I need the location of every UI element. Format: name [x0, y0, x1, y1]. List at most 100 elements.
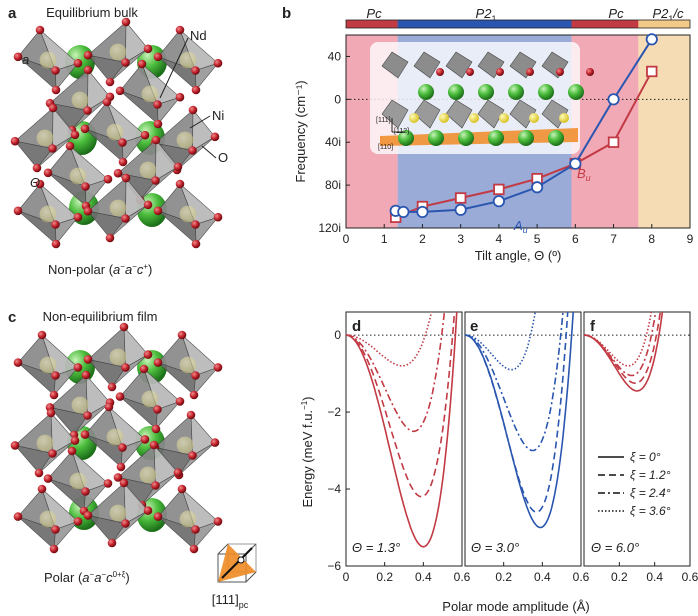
energy-panel-d: 0 0.2 0.4 0.6 0 −2 −4 −6: [327, 311, 471, 584]
oxygen-atom: [175, 92, 185, 102]
oxygen-atom: [210, 132, 220, 142]
octahedron: [10, 103, 80, 173]
x-tick-label: 0.6: [573, 570, 590, 584]
oxygen-atom: [118, 443, 127, 452]
oxygen-atom: [116, 462, 126, 472]
x-tick-label: 0.4: [415, 570, 432, 584]
oxygen-atom: [48, 103, 58, 113]
oxygen-atom: [34, 468, 44, 478]
octahedron: [83, 173, 153, 243]
oxygen-atom: [65, 141, 75, 151]
octahedron: [115, 59, 185, 129]
x-tick-label: 0.6: [682, 570, 698, 584]
bu-series-label: Bu: [577, 166, 591, 183]
oxygen-atom: [153, 512, 163, 521]
oxygen-atom: [188, 105, 198, 115]
oxygen-atom: [191, 371, 200, 380]
y-tick-label: −6: [327, 559, 341, 573]
inset-nd-atom: [428, 130, 444, 146]
legend-text-2: ξ = 2.4°: [630, 486, 671, 500]
octahedron: [153, 484, 223, 554]
oxygen-atom: [177, 330, 187, 340]
oxygen-atom: [140, 435, 150, 444]
y-tick-label: −4: [327, 482, 341, 496]
x-tick-label: 0.6: [454, 570, 471, 584]
y-tick-label-1: 0: [334, 92, 341, 106]
oxygen-atom: [83, 411, 92, 420]
legend-text-3: ξ = 3.6°: [630, 504, 671, 518]
ni-leader-line: [189, 115, 211, 129]
inset-o-atom: [556, 68, 564, 76]
oxygen-atom: [83, 355, 93, 364]
phase-bar-segment-2: [571, 20, 639, 28]
oxygen-atom: [191, 85, 201, 95]
oxygen-atom: [143, 200, 153, 210]
x-tick-label: 0: [343, 570, 350, 584]
point-Bu-2: [454, 192, 467, 204]
phase-bar-segment-0: [346, 20, 398, 28]
nd-label: Nd: [190, 28, 207, 43]
y-tick-label-2: 40i: [325, 135, 341, 149]
oxygen-atom: [51, 525, 60, 534]
panel-a-title: Equilibrium bulk: [46, 5, 138, 20]
oxygen-atom: [175, 25, 185, 35]
x-tick-label-2: 2: [419, 232, 426, 246]
phase-label-p21: P21: [476, 6, 497, 24]
panel-frame: [345, 311, 463, 567]
octahedron: [43, 446, 113, 516]
curve-d-2: [346, 312, 446, 433]
octahedron: [115, 364, 185, 434]
oxygen-atom: [67, 446, 77, 456]
panel-a-caption: Non-polar (a−a−c+): [48, 262, 152, 277]
oxygen-atom: [189, 390, 199, 400]
oxygen-atom: [49, 544, 59, 554]
oxygen-atom: [103, 174, 113, 184]
oxygen-atom: [70, 130, 80, 140]
panel-f-letter: f: [590, 318, 596, 335]
phase-bar-segment-3: [638, 20, 690, 28]
oxygen-atom: [13, 52, 23, 62]
point-Au-5: [531, 181, 544, 194]
oxygen-atom: [137, 59, 147, 69]
x-tick-label-3: 3: [457, 232, 464, 246]
oxygen-atom: [35, 179, 45, 189]
oxygen-atom: [143, 350, 153, 359]
x-tick-label-4: 4: [496, 232, 503, 246]
oxygen-atom: [83, 65, 93, 75]
inset-dir-112: [112]: [394, 128, 409, 135]
inset-o-atom: [526, 68, 534, 76]
oxygen-atom: [48, 449, 57, 458]
inset-ni-atom: [499, 113, 509, 123]
phase-bar-frame: [345, 19, 691, 29]
point-Bu-6: [607, 136, 620, 148]
oxygen-atom: [43, 168, 53, 178]
octahedron: [83, 322, 153, 392]
x-tick-label-1: 1: [381, 232, 388, 246]
oxygen-atom: [113, 473, 123, 482]
inset-nd-atom: [538, 84, 554, 100]
oxygen-atom: [191, 66, 200, 75]
oxygen-atom: [175, 397, 185, 406]
oxygen-atom: [213, 517, 223, 526]
point-Au-2: [416, 205, 429, 219]
octahedron: [153, 330, 223, 400]
x-tick-label-9: 9: [687, 232, 694, 246]
structure-inset: [111] [112] [110]: [370, 42, 594, 154]
oxygen-atom: [153, 52, 163, 62]
oxygen-atom: [73, 212, 83, 222]
panel-b: b Pc P21 Pc P21/c 0 1 2 3 4 5 6 7 8 9 40 0 40i 80i 120…: [282, 5, 694, 263]
oxygen-atom: [151, 135, 161, 145]
oxygen-atom: [153, 100, 162, 109]
inset-octahedron: [381, 51, 409, 79]
inset-dir-110: [110]: [378, 144, 393, 151]
oxygen-atom: [118, 157, 128, 167]
inset-nd-atom: [448, 84, 464, 100]
phase-region-2: [571, 35, 639, 228]
oxygen-atom: [139, 364, 149, 374]
oxygen-atom: [51, 66, 60, 75]
inset-nd-atom: [478, 84, 494, 100]
curve-d-3: [346, 312, 433, 367]
inset-octahedron: [381, 99, 409, 129]
oxygen-atom: [186, 410, 196, 420]
oxygen-atom: [81, 182, 90, 191]
